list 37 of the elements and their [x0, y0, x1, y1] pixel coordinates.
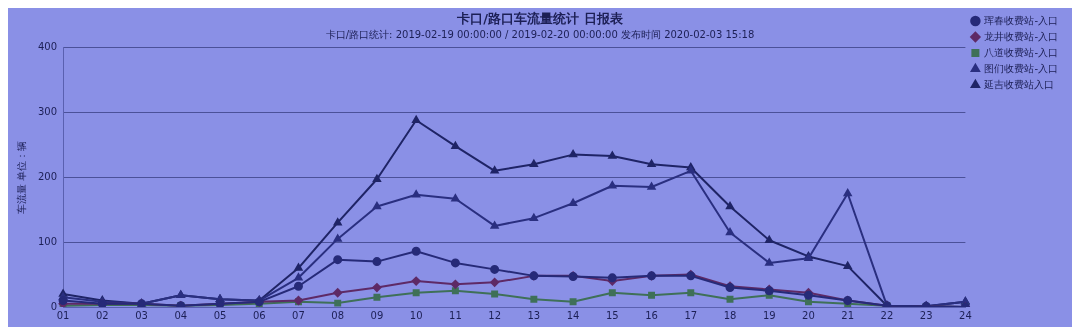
legend-label: 龙井收费站-入口 — [984, 30, 1058, 42]
x-tick-label: 02 — [95, 309, 109, 321]
x-tick-label: 13 — [527, 309, 541, 321]
x-tick-label: 20 — [802, 309, 815, 321]
x-tick-label: 16 — [645, 309, 658, 321]
x-tick-label: 22 — [880, 309, 894, 321]
y-tick-label: 100 — [37, 235, 58, 247]
x-tick-label: 05 — [213, 309, 227, 321]
x-tick-label: 21 — [841, 309, 855, 321]
x-tick-label: 06 — [252, 309, 266, 321]
x-tick-label: 01 — [56, 309, 70, 321]
x-tick-label: 12 — [488, 309, 501, 321]
x-tick-label: 18 — [723, 309, 737, 321]
x-tick-label: 24 — [959, 309, 972, 321]
x-tick-label: 04 — [174, 309, 188, 321]
chart-title: 卡口/路口车流量统计 日报表 — [456, 11, 624, 27]
x-tick-label: 08 — [331, 309, 345, 321]
y-axis-title: 车流量 单位：辆 — [15, 140, 27, 214]
y-tick-label: 400 — [37, 41, 58, 53]
x-tick-label: 14 — [566, 309, 580, 321]
x-tick-label: 15 — [605, 309, 619, 321]
chart-subtitle: 卡口/路口统计: 2019-02-19 00:00:00 / 2019-02-20 00:00:00 发布时间 2020-02-03 15:18 — [325, 29, 755, 41]
x-tick-label: 07 — [292, 309, 305, 321]
x-tick-label: 19 — [762, 309, 776, 321]
x-tick-label: 23 — [919, 309, 933, 321]
legend-label: 八道收费站-入口 — [984, 46, 1058, 58]
x-tick-label: 03 — [135, 309, 148, 321]
y-tick-label: 0 — [50, 300, 58, 312]
x-tick-label: 09 — [370, 309, 384, 321]
legend-label: 珲春收费站-入口 — [984, 14, 1058, 26]
x-tick-label: 10 — [409, 309, 423, 321]
legend-label: 延吉收费站入口 — [983, 78, 1055, 90]
y-tick-label: 300 — [37, 106, 58, 118]
legend-label: 图们收费站-入口 — [984, 62, 1058, 74]
x-tick-label: 11 — [449, 309, 462, 321]
x-tick-label: 17 — [684, 309, 698, 321]
y-tick-label: 200 — [37, 170, 58, 182]
